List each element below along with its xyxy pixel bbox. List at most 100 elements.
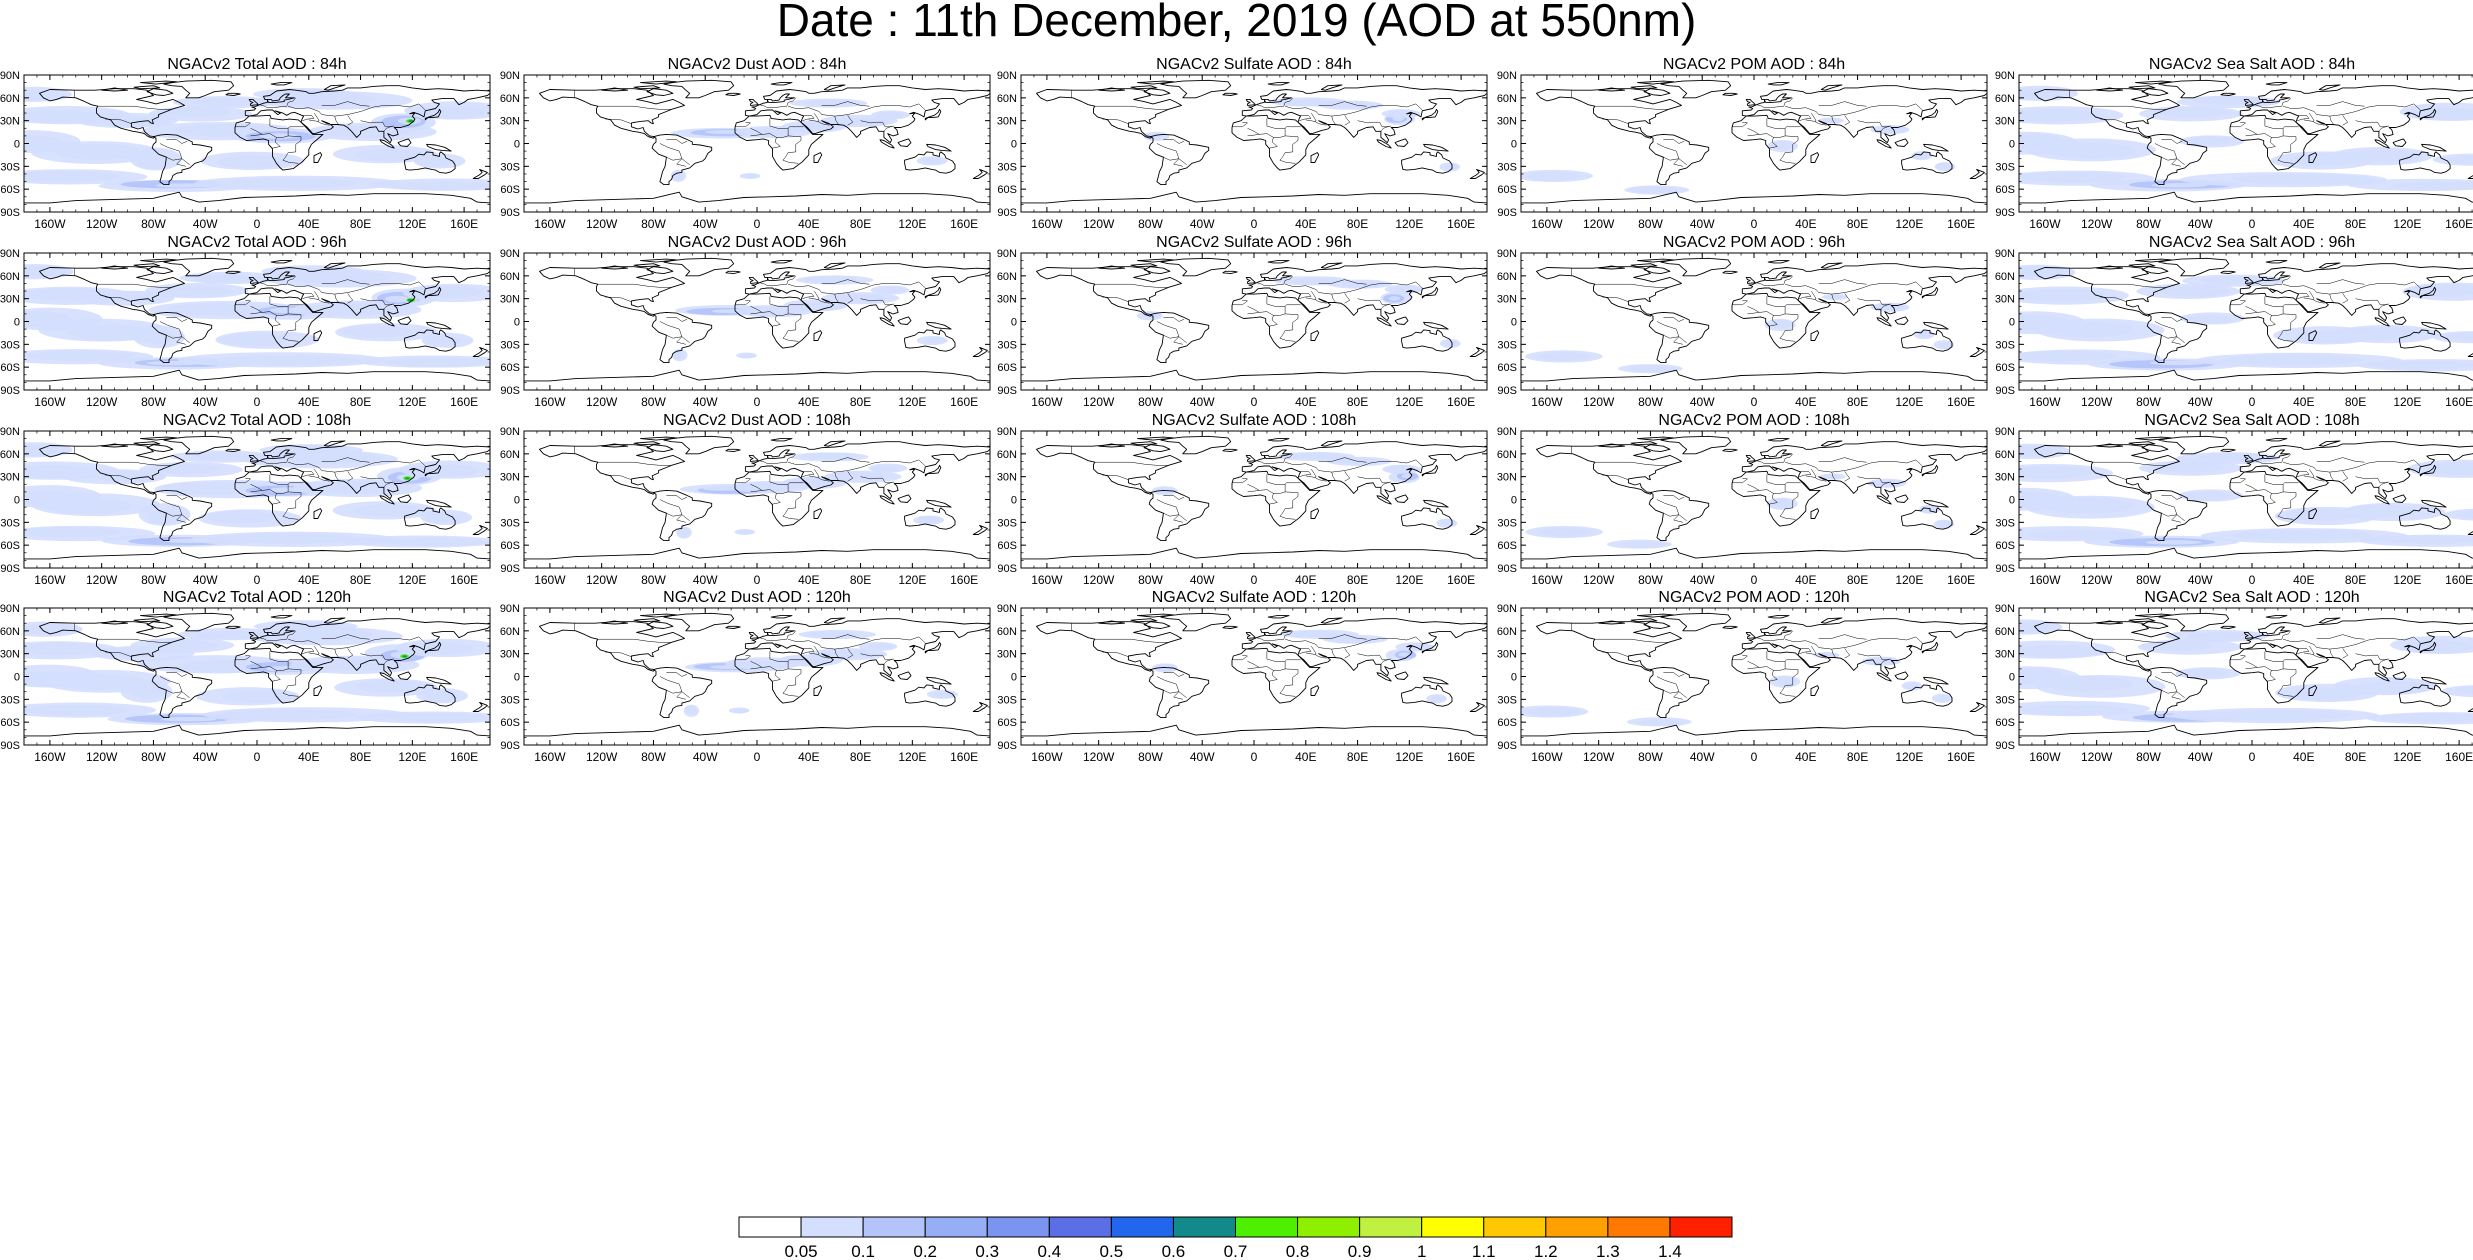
country-border: [1880, 303, 1890, 310]
coastline-africa: [1231, 292, 1321, 349]
map-panel: NGACv2 Sea Salt AOD : 96h 90N 60N 30N 0 30S 60…: [1995, 234, 2473, 409]
coastline-australia: [904, 329, 956, 352]
coastline-antarctica: [24, 547, 490, 560]
coastline-south-america: [151, 489, 213, 542]
lon-tick-label: 160E: [950, 395, 978, 409]
lon-tick-label: 40W: [693, 395, 718, 409]
coastline-madagascar: [1810, 152, 1820, 163]
coastline-australia: [2399, 151, 2451, 174]
country-border: [1269, 315, 1278, 327]
country-border: [2100, 118, 2127, 124]
aod-plume: [155, 510, 174, 520]
lon-tick-label: 120W: [2081, 395, 2113, 409]
lon-tick-label: 160E: [1947, 395, 1975, 409]
country-border: [1805, 297, 1827, 304]
coastline-antarctica: [2019, 191, 2473, 204]
colorbar-label: 0.8: [1286, 1242, 1310, 1260]
country-border: [1857, 298, 1892, 306]
coastline-australia: [1401, 507, 1453, 530]
country-border: [360, 298, 395, 306]
lon-tick-label: 0: [2249, 395, 2256, 409]
lat-tick-label: 60S: [0, 362, 20, 374]
coastline-africa: [234, 470, 324, 527]
coastline-madagascar: [1310, 330, 1320, 341]
lat-tick-label: 90N: [1995, 248, 2015, 260]
coastline-africa: [1231, 114, 1321, 171]
coastline-arctic-islands-3: [140, 80, 178, 85]
coastline-eurasia: [1241, 441, 1487, 500]
coastline-new-guinea: [1423, 143, 1449, 152]
coastline-svalbard: [1767, 260, 1790, 264]
colorbar-swatch: [738, 1216, 802, 1238]
coastline-borneo: [397, 316, 412, 325]
lat-tick-label: 30N: [1497, 294, 1517, 306]
country-border: [2283, 281, 2421, 295]
coastline-baffin: [146, 88, 174, 96]
coastline-eurasia: [744, 263, 990, 322]
lon-tick-label: 80E: [1847, 217, 1868, 231]
country-border: [659, 321, 686, 345]
lat-tick-label: 90S: [1995, 385, 2015, 397]
coastline-new-guinea: [926, 321, 952, 330]
coastline-north-america: [39, 88, 185, 139]
coastline-new-guinea: [2421, 143, 2447, 152]
aod-plume: [1939, 164, 1948, 168]
lat-tick-label: 60S: [997, 362, 1017, 374]
coastline-sumatra: [2374, 317, 2390, 327]
coastline-svalbard: [2265, 260, 2288, 264]
lon-tick-label: 160W: [534, 573, 566, 587]
coastline-svalbard: [770, 438, 793, 442]
aod-plume: [1831, 296, 1842, 299]
lon-tick-label: 160E: [950, 573, 978, 587]
country-border: [2257, 128, 2284, 138]
colorbar-label: 1.2: [1534, 1242, 1558, 1260]
aod-plume: [2194, 138, 2218, 144]
lat-tick-label: 90S: [1497, 385, 1517, 397]
country-border: [883, 481, 893, 488]
lon-tick-label: 40E: [298, 395, 319, 409]
country-border: [847, 471, 854, 482]
panel-title: NGACv2 Dust AOD : 84h: [668, 56, 847, 73]
country-border: [597, 283, 671, 288]
panel-title: NGACv2 Sulfate AOD : 96h: [1156, 234, 1352, 251]
coastline-north-america: [1536, 88, 1682, 139]
country-border: [762, 306, 789, 316]
coastline-arctic-islands-3: [1137, 258, 1175, 263]
coastline-north-america: [1036, 266, 1182, 317]
country-border: [2257, 306, 2284, 316]
country-border: [360, 120, 395, 128]
country-border: [782, 135, 802, 164]
coastline-africa: [234, 114, 324, 171]
colorbar-label: 0.4: [1037, 1242, 1061, 1260]
country-border: [2264, 296, 2299, 307]
coastline-arctic-islands-3: [640, 80, 678, 85]
lat-tick-label: 60S: [1497, 184, 1517, 196]
country-border: [166, 334, 190, 343]
country-border: [847, 115, 854, 126]
lon-tick-label: 80W: [2136, 217, 2161, 231]
country-border: [1663, 317, 1685, 322]
coastline-iceland: [1222, 92, 1238, 96]
coastline-australia: [904, 507, 956, 530]
coastline-antarctica: [2019, 369, 2473, 382]
coastline-japan: [924, 464, 942, 477]
lat-tick-label: 90N: [0, 70, 20, 82]
lon-tick-label: 40E: [798, 573, 819, 587]
lon-tick-label: 160E: [2445, 217, 2473, 231]
lat-tick-label: 60S: [1995, 184, 2015, 196]
country-border: [105, 296, 132, 302]
coastline-greenland: [1160, 435, 1232, 455]
colorbar-swatch: [1607, 1216, 1671, 1238]
lon-tick-label: 80W: [641, 217, 666, 231]
coastline-arctic-islands-2: [633, 85, 661, 90]
coastline-madagascar: [1310, 508, 1320, 519]
lat-tick-label: 30N: [997, 294, 1017, 306]
lon-tick-label: 160W: [2029, 395, 2061, 409]
lat-tick-label: 90S: [0, 207, 20, 219]
country-border: [1279, 135, 1299, 164]
country-border: [166, 495, 188, 500]
country-border: [1305, 119, 1327, 126]
coastline-antarctica: [1021, 369, 1487, 382]
aod-plume: [2461, 156, 2473, 161]
aod-plume: [24, 446, 42, 453]
